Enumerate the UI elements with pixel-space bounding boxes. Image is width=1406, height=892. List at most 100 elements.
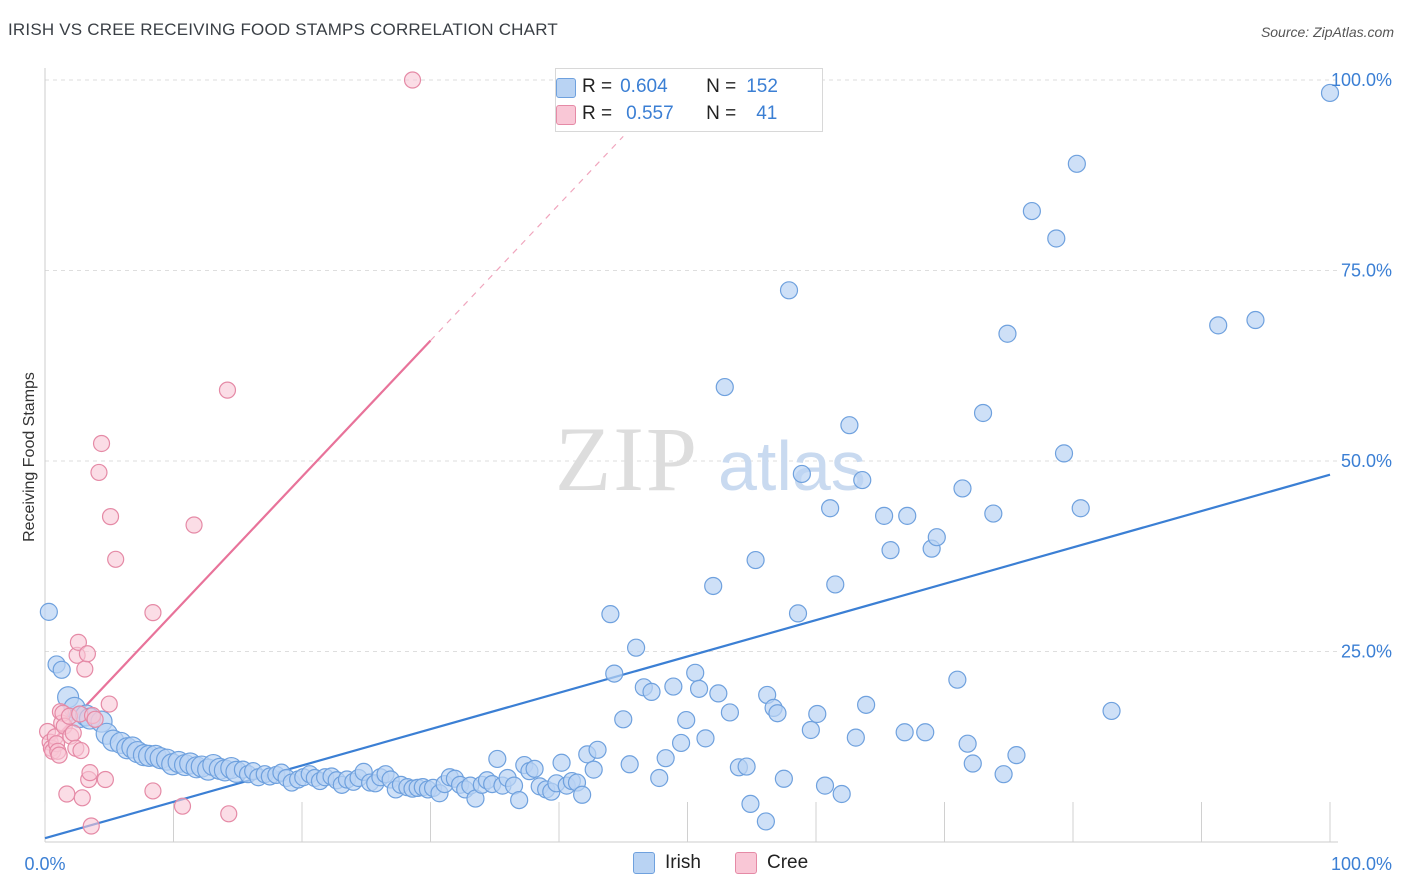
irish-point	[826, 575, 845, 594]
cree-point	[403, 71, 422, 89]
irish-legend-swatch	[633, 852, 655, 874]
irish-point	[626, 638, 646, 657]
cree-point	[220, 805, 238, 823]
axes	[44, 68, 1338, 843]
irish-point	[998, 324, 1017, 343]
cree-point	[86, 710, 104, 728]
gridlines	[45, 79, 1338, 652]
correlation-legend: R = 0.604 N = 152 R = 0.557 N = 41	[555, 68, 823, 132]
cree-n-value: 41	[756, 103, 778, 124]
cree-point	[76, 660, 94, 678]
legend-row-irish: R = 0.604 N = 152	[556, 75, 778, 99]
cree-points	[38, 71, 422, 835]
irish-points	[39, 83, 1340, 831]
irish-point	[605, 664, 624, 683]
irish-point	[1067, 154, 1086, 173]
irish-point	[815, 776, 835, 795]
irish-point	[840, 416, 859, 435]
irish-point	[808, 704, 827, 724]
irish-point	[916, 723, 935, 742]
x-tick-label-min: 0.0%	[24, 854, 65, 874]
cree-r-label: R =	[582, 103, 613, 124]
y-tick-label: 50.0%	[1341, 451, 1392, 471]
irish-r-value: 0.604	[620, 76, 668, 97]
irish-point	[948, 670, 967, 689]
irish-point	[664, 677, 683, 696]
cree-point	[73, 789, 91, 807]
irish-point	[696, 729, 715, 748]
cree-point	[185, 516, 203, 534]
irish-point	[671, 733, 691, 753]
cree-swatch	[556, 105, 576, 125]
irish-point	[552, 753, 571, 772]
irish-point	[953, 479, 972, 498]
cree-point	[92, 434, 111, 453]
cree-point	[173, 797, 192, 815]
irish-point	[1047, 229, 1066, 248]
watermark: ZIP atlas	[555, 408, 866, 510]
irish-point	[656, 749, 675, 768]
irish-point	[801, 720, 820, 740]
irish-point	[650, 768, 669, 788]
irish-point	[857, 695, 876, 714]
irish-swatch	[556, 78, 576, 98]
irish-point	[1022, 201, 1041, 221]
irish-point	[788, 604, 808, 623]
cree-point	[58, 785, 76, 803]
irish-point	[821, 499, 840, 518]
irish-point	[601, 605, 620, 624]
cree-point	[72, 741, 90, 760]
cree-legend-swatch	[735, 852, 757, 874]
watermark-zip: ZIP	[555, 408, 699, 510]
cree-legend-label: Cree	[767, 852, 809, 873]
cree-point	[107, 550, 125, 568]
irish-point	[614, 710, 633, 729]
irish-point	[895, 723, 914, 742]
irish-point	[792, 464, 811, 484]
irish-point	[677, 710, 696, 730]
cree-point	[101, 508, 120, 526]
y-tick-label: 75.0%	[1341, 261, 1392, 281]
irish-point	[1209, 316, 1228, 335]
source-label: Source: ZipAtlas.com	[1260, 24, 1394, 40]
chart-title: IRISH VS CREE RECEIVING FOOD STAMPS CORR…	[8, 20, 558, 39]
irish-point	[853, 470, 872, 490]
cree-trend-extension	[430, 135, 624, 342]
irish-point	[52, 660, 71, 679]
cree-n-label: N =	[706, 103, 737, 124]
cree-point	[96, 770, 114, 789]
irish-point	[686, 663, 705, 682]
irish-point	[1102, 701, 1121, 721]
legend-row-cree: R = 0.557 N = 41	[556, 102, 778, 126]
irish-trend-line	[44, 473, 1331, 840]
irish-point	[963, 754, 982, 773]
irish-point	[846, 728, 865, 747]
irish-point	[984, 504, 1003, 523]
irish-point	[756, 812, 775, 831]
irish-point	[488, 749, 507, 769]
irish-n-label: N =	[706, 76, 737, 97]
cree-point	[64, 724, 82, 742]
irish-legend-label: Irish	[665, 852, 701, 873]
irish-point	[720, 703, 740, 722]
irish-point	[737, 757, 756, 776]
cree-point	[90, 463, 108, 482]
legend-item-irish[interactable]: Irish	[633, 852, 701, 874]
irish-point	[1007, 746, 1026, 765]
legend-item-cree[interactable]: Cree	[735, 852, 808, 874]
tick-labels: 25.0% 50.0% 75.0% 100.0% 0.0% 100.0%	[24, 70, 1392, 874]
cree-point	[50, 746, 68, 764]
irish-point	[588, 740, 607, 759]
irish-point	[39, 602, 58, 621]
irish-point	[573, 785, 592, 804]
irish-point	[875, 506, 894, 525]
irish-point	[584, 760, 603, 779]
irish-point	[642, 682, 661, 701]
watermark-atlas: atlas	[718, 427, 866, 505]
irish-point	[881, 541, 900, 560]
cree-point	[69, 633, 88, 651]
cree-point	[82, 817, 100, 835]
irish-point	[832, 784, 851, 804]
irish-point	[779, 281, 799, 300]
